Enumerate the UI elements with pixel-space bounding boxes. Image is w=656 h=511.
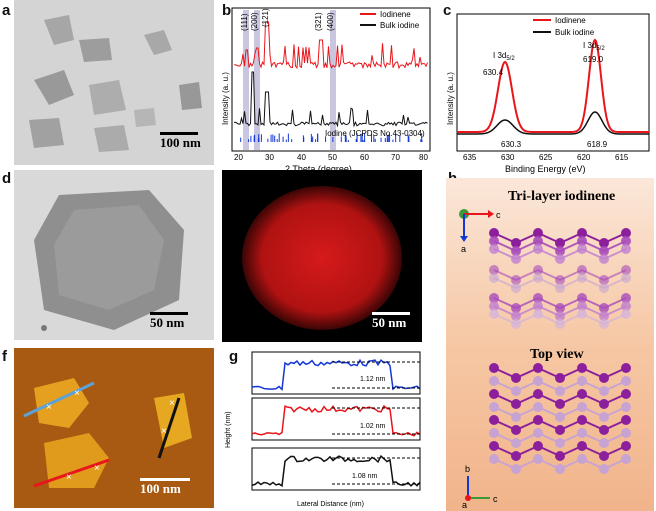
profile-frame xyxy=(251,447,421,491)
panel-b-xrd-chart: (111) (200) (121) (321) (400) Iodinene B… xyxy=(221,7,431,162)
xps-tick-620: 620 xyxy=(577,153,591,162)
structure-title-1: Tri-layer iodinene xyxy=(508,189,615,204)
xps-ann-619-0: 619.0 xyxy=(583,55,604,64)
axis-b-bottom: b xyxy=(465,464,470,474)
xrd-peak-121: (121) xyxy=(261,8,270,27)
svg-text:×: × xyxy=(46,402,52,413)
panel-c-xps-chart: Iodinene Bulk iodine I 3d5/2 I 3d5/2 630… xyxy=(446,13,650,162)
xps-peak-left-name: I 3d5/2 xyxy=(493,51,515,62)
profile-frame xyxy=(251,397,421,441)
panel-d-label: d xyxy=(2,170,12,187)
svg-text:×: × xyxy=(66,472,72,483)
xrd-tick-80: 80 xyxy=(419,153,428,162)
axis-c-bottom: c xyxy=(493,494,498,504)
xps-legend-iodinene: Iodinene xyxy=(555,16,586,25)
xrd-tick-60: 60 xyxy=(360,153,369,162)
axis-a-top: a xyxy=(461,244,466,254)
structure-atom xyxy=(621,402,631,412)
profile-ylabel: Height (nm) xyxy=(225,411,232,448)
structure-atom xyxy=(621,415,631,425)
svg-text:×: × xyxy=(74,388,80,399)
structure-atom xyxy=(621,389,631,399)
panel-h-structure: Tri-layer iodinene Top view c a b a c xyxy=(446,178,654,511)
xrd-ylabel: Intensity (a. u.) xyxy=(221,72,230,125)
xrd-ref-label: Iodine (JCPDS No.43-0304) xyxy=(325,129,425,138)
xps-ann-618-9: 618.9 xyxy=(587,140,608,149)
xps-tick-635: 635 xyxy=(463,153,477,162)
profile-h3: 1.08 nm xyxy=(352,473,377,480)
structure-atom xyxy=(621,265,631,275)
xps-ann-630-3: 630.3 xyxy=(501,140,522,149)
panel-a-tem-image xyxy=(14,0,214,165)
structure-title-2: Top view xyxy=(530,347,584,362)
xrd-tick-50: 50 xyxy=(328,153,337,162)
xrd-tick-70: 70 xyxy=(391,153,400,162)
profile-trace xyxy=(251,358,421,392)
xps-peak-right-name: I 3d5/2 xyxy=(583,41,605,52)
panel-g-profile-chart: 1.12 nm 1.02 nm 1.08 nm Height (nm) Late… xyxy=(225,351,421,508)
xrd-peak-321: (321) xyxy=(314,12,323,31)
profile-xlabel: Lateral Distance (nm) xyxy=(297,501,364,508)
structure-atom xyxy=(621,301,631,311)
panel-e-scale: 50 nm xyxy=(372,312,410,331)
structure-atom xyxy=(621,244,631,254)
structure-atom xyxy=(621,454,631,464)
xrd-peak-111: (111) xyxy=(240,13,249,31)
xps-tick-630: 630 xyxy=(501,153,515,162)
structure-atom xyxy=(621,309,631,319)
profile-trace xyxy=(251,454,421,488)
panel-f-scale: 100 nm xyxy=(140,478,190,497)
xrd-xlabel: 2 Theta (degree) xyxy=(285,164,352,174)
xrd-tick-40: 40 xyxy=(297,153,306,162)
xps-legend-bulk: Bulk iodine xyxy=(555,28,595,37)
axis-c-top: c xyxy=(496,210,501,220)
xps-ann-630-4: 630.4 xyxy=(483,68,504,77)
panel-b-label: b xyxy=(222,2,232,19)
structure-atom xyxy=(621,441,631,451)
xps-tick-625: 625 xyxy=(539,153,553,162)
profile-trace xyxy=(251,404,421,437)
profile-frame xyxy=(251,351,421,395)
panel-a-label: a xyxy=(2,2,11,19)
xrd-tick-20: 20 xyxy=(234,153,243,162)
structure-atom xyxy=(621,228,631,238)
xps-ylabel: Intensity (a. u.) xyxy=(446,72,455,125)
xrd-peak-200: (200) xyxy=(250,12,259,31)
xrd-legend-iodinene: Iodinene xyxy=(380,10,411,19)
structure-atom xyxy=(621,363,631,373)
xps-tick-615: 615 xyxy=(615,153,629,162)
structure-atom xyxy=(621,428,631,438)
panel-c-label: c xyxy=(443,2,452,19)
xrd-peak-400: (400) xyxy=(326,12,335,31)
svg-text:×: × xyxy=(161,426,167,437)
panel-d-scale: 50 nm xyxy=(150,312,188,331)
panel-g-label: g xyxy=(229,348,239,365)
panel-f-label: f xyxy=(2,348,7,365)
structure-atom xyxy=(621,236,631,246)
axis-a-bottom: a xyxy=(462,500,467,510)
svg-text:×: × xyxy=(169,398,175,409)
panel-d-tem-image xyxy=(14,170,214,340)
structure-atom xyxy=(621,293,631,303)
profile-h2: 1.02 nm xyxy=(360,423,385,430)
structure-atom xyxy=(621,273,631,283)
xps-xlabel: Binding Energy (eV) xyxy=(505,164,586,174)
structure-atom xyxy=(621,376,631,386)
xrd-legend-bulk: Bulk iodine xyxy=(380,21,420,30)
profile-h1: 1.12 nm xyxy=(360,376,385,383)
panel-f-afm-image: × × × × × × xyxy=(14,348,214,508)
xrd-tick-30: 30 xyxy=(265,153,274,162)
panel-a-scale: 100 nm xyxy=(160,132,201,151)
svg-text:×: × xyxy=(94,463,100,474)
